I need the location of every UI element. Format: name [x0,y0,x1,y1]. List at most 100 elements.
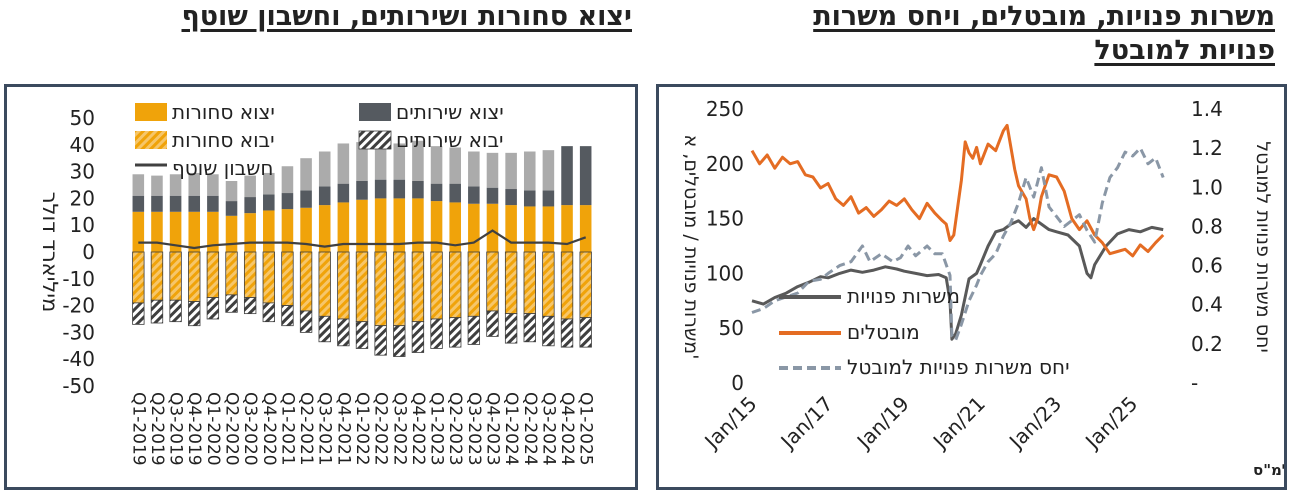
bar-import-services-1 [150,299,164,324]
left-xtick-21: Q2-2024 [520,392,540,466]
right-ytick-left-4: 50 [719,316,744,340]
bar-import-goods-8 [281,251,294,306]
bar-import-goods-14 [393,251,406,327]
legend-label-1: יצוא שירותים [396,100,504,124]
left-ytick-3: 20 [70,186,95,210]
bar-import-services-22 [542,315,555,347]
left-xtick-6: Q3-2020 [240,392,260,466]
left-ytick-6: -10 [62,267,95,291]
right-chart-panel: 250 200 150 100 50 0 1.4 1.2 1.0 0.8 0.6 0.4 0.2 - משר… [656,84,1287,490]
bar-import-services-16 [430,318,443,349]
bar-export-services-light-18 [468,151,480,187]
left-xtick-11: Q4-2021 [333,392,353,466]
bar-import-services-10 [318,315,331,343]
bar-export-services-light-16 [430,146,443,184]
left-xtick-15: Q4-2022 [408,392,428,466]
bar-export-goods-9 [300,207,312,252]
bar-export-goods-1 [151,211,163,252]
bar-export-services-light-13 [374,142,387,180]
bar-import-goods-6 [243,251,257,298]
bar-export-services-16 [430,183,443,202]
bar-export-goods-2 [169,211,182,252]
bar-export-services-light-1 [151,175,163,196]
left-ytick-1: 40 [70,133,95,157]
bar-export-services-light-9 [300,158,312,191]
bar-export-services-15 [412,180,424,199]
bar-export-services-light-8 [281,166,294,194]
bar-export-services-7 [263,194,275,211]
bar-import-services-2 [169,299,182,323]
left-xtick-2: Q3-2019 [166,392,186,466]
bar-import-goods-9 [299,251,313,312]
bar-import-goods-23 [560,251,574,320]
bar-export-goods-5 [225,215,238,252]
bar-import-goods-24 [579,251,592,319]
bar-import-services-4 [206,297,220,320]
left-xtick-4: Q1-2020 [203,392,223,466]
bar-export-services-21 [523,190,536,207]
right-ytick-right-7: - [1191,371,1198,395]
bar-import-goods-2 [169,251,182,301]
bar-export-goods-15 [412,198,424,252]
right-chart-title: משרות פנויות, מובטלים, ויחס משרות פנויות … [650,0,1275,68]
left-xtick-7: Q4-2020 [259,392,279,466]
right-xtick-0: Jan/15 [699,392,762,455]
bar-export-services-light-21 [523,151,536,191]
bar-import-services-20 [504,313,518,344]
left-xtick-19: Q4-2023 [483,392,503,466]
legend-swatch-export-goods [135,103,167,121]
left-ytick-7: -20 [62,294,95,318]
bar-export-goods-23 [561,205,573,252]
right-xtick-1: Jan/17 [775,392,838,455]
bar-import-services-24 [579,317,592,348]
left-chart-title: יצוא סחורות ושירותים, וחשבון שוטף [181,1,633,32]
right-chart-title-line1: משרות פנויות, מובטלים, ויחס משרות [813,1,1275,32]
left-xtick-12: Q1-2022 [352,392,372,466]
bar-import-services-6 [243,297,257,315]
bar-import-services-23 [560,318,574,348]
bar-import-services-9 [299,310,313,333]
bar-import-services-8 [281,305,294,327]
bar-export-goods-13 [374,198,387,252]
bar-export-services-light-22 [542,150,555,191]
legend-label-0: יצוא סחורות [172,100,275,124]
bar-import-goods-4 [206,251,220,298]
bar-import-goods-12 [355,251,369,323]
right-xtick-4: Jan/23 [1003,392,1066,455]
series-unemployed [750,123,1165,258]
right-ytick-right-0: 1.4 [1191,97,1223,121]
bar-export-goods-20 [505,205,517,252]
bar-export-goods-21 [523,206,536,252]
bar-export-services-6 [244,197,256,214]
bar-import-goods-0 [132,251,145,304]
bar-import-goods-3 [188,251,201,302]
bar-import-goods-11 [337,251,350,320]
bar-import-services-7 [262,302,275,323]
bar-export-goods-16 [430,201,443,252]
right-legend: משרות פנויות מובטלים יחס משרות פנויות למוב… [779,284,1070,379]
bar-export-services-3 [188,195,201,212]
bar-export-goods-19 [486,203,499,252]
bar-export-services-light-20 [505,152,517,190]
bar-export-services-light-2 [169,174,182,196]
right-legend-label-2: יחס משרות פנויות למובטל [847,355,1070,379]
bar-export-services-light-14 [393,143,406,180]
line-current-account [138,229,587,250]
bar-export-goods-24 [579,205,592,252]
bar-export-services-light-6 [244,175,256,198]
left-xtick-9: Q2-2021 [296,392,316,466]
right-legend-label-0: משרות פנויות [847,284,960,308]
series-ratio [751,146,1165,342]
bar-export-services-5 [225,201,238,216]
bar-import-goods-21 [523,251,536,315]
legend-swatch-export-services [359,103,391,121]
bar-import-services-18 [467,315,481,345]
left-xtick-23: Q4-2024 [557,392,577,466]
bar-export-services-4 [207,195,219,212]
right-ytick-right-3: 0.8 [1191,214,1223,238]
right-ytick-right-1: 1.2 [1191,136,1223,160]
right-xtick-2: Jan/19 [851,392,914,455]
left-xtick-24: Q1-2025 [576,392,596,466]
right-ylabel-right: יחס משרות פנויות למובטל [1252,141,1274,352]
